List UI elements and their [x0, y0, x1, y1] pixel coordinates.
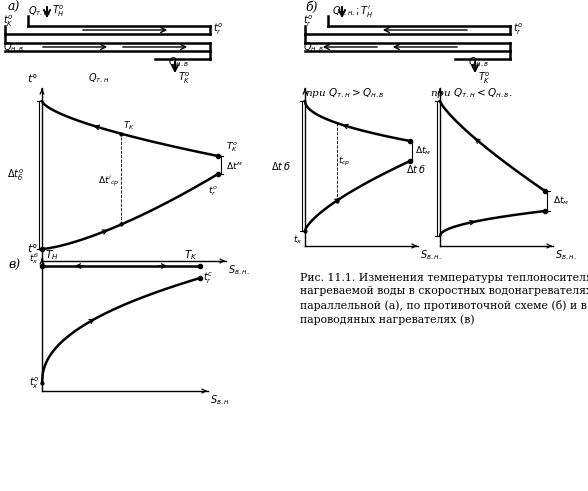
Text: $T_K^o$: $T_K^o$	[178, 71, 191, 86]
Text: $T_K$: $T_K$	[185, 248, 198, 262]
Text: $Q_{т.н.};T_H'$: $Q_{т.н.};T_H'$	[332, 4, 373, 19]
Text: $T_K$: $T_K$	[123, 119, 135, 132]
Text: $T_K^o$: $T_K^o$	[226, 140, 238, 154]
Text: $T_H$: $T_H$	[45, 248, 59, 262]
Text: $S_{в.н.}$: $S_{в.н.}$	[228, 263, 249, 277]
Text: $t_r^c$: $t_r^c$	[203, 271, 213, 286]
Text: б): б)	[305, 1, 318, 14]
Text: $t_r^o$: $t_r^o$	[208, 184, 218, 197]
Text: $\Delta t\,б$: $\Delta t\,б$	[271, 160, 291, 172]
Text: $S_{в.н.}$: $S_{в.н.}$	[420, 248, 442, 262]
Text: $\Delta t'_{cp}$: $\Delta t'_{cp}$	[98, 175, 119, 188]
Text: при $Q_{т.н}<Q_{н.в}.$: при $Q_{т.н}<Q_{н.в}.$	[430, 86, 513, 100]
Text: $Q_{т.н}$: $Q_{т.н}$	[88, 71, 109, 85]
Text: $\Delta t_б^o$: $\Delta t_б^o$	[7, 167, 24, 183]
Text: $Q_{н.в}$: $Q_{н.в}$	[3, 40, 24, 54]
Text: $t_x^o$: $t_x^o$	[29, 375, 39, 391]
Text: $t°$: $t°$	[27, 72, 38, 84]
Text: $S_{в.н.}$: $S_{в.н.}$	[555, 248, 577, 262]
Text: $t_r^o$: $t_r^o$	[303, 13, 313, 28]
Text: $t_r^o$: $t_r^o$	[513, 21, 523, 37]
Text: $t_x$: $t_x$	[293, 233, 302, 246]
Text: а): а)	[8, 1, 21, 14]
Text: $Q_{н.в}$: $Q_{н.в}$	[303, 40, 324, 54]
Text: $Q_{н.в}$: $Q_{н.в}$	[468, 55, 489, 69]
Text: $Q_{н.в}$: $Q_{н.в}$	[168, 55, 189, 69]
Text: $Q_{т.н.}$: $Q_{т.н.}$	[28, 4, 51, 18]
Text: $T_K^o$: $T_K^o$	[478, 71, 491, 86]
Text: $\Delta t\,б$: $\Delta t\,б$	[406, 163, 426, 174]
Text: $T_H^o$: $T_H^o$	[52, 4, 65, 20]
Text: $t°$: $t°$	[27, 242, 38, 254]
Text: в): в)	[8, 259, 20, 272]
Text: Рис. 11.1. Изменения температуры теплоносителя и
нагреваемой воды в скоростных в: Рис. 11.1. Изменения температуры теплоно…	[300, 273, 588, 325]
Text: $S_{в.н}$: $S_{в.н}$	[210, 393, 230, 407]
Text: при $Q_{т.н}>Q_{н.в}$: при $Q_{т.н}>Q_{н.в}$	[305, 86, 385, 100]
Text: $\Delta t^м$: $\Delta t^м$	[226, 160, 243, 170]
Text: $\Delta t_м$: $\Delta t_м$	[415, 145, 431, 157]
Text: $\Delta t_м$: $\Delta t_м$	[553, 195, 569, 207]
Text: $t_{cp}$: $t_{cp}$	[338, 155, 350, 168]
Text: $t_K^o$: $t_K^o$	[3, 13, 14, 28]
Text: $t_r^o$: $t_r^o$	[213, 21, 223, 37]
Text: $t_x^б$: $t_x^б$	[29, 251, 39, 266]
